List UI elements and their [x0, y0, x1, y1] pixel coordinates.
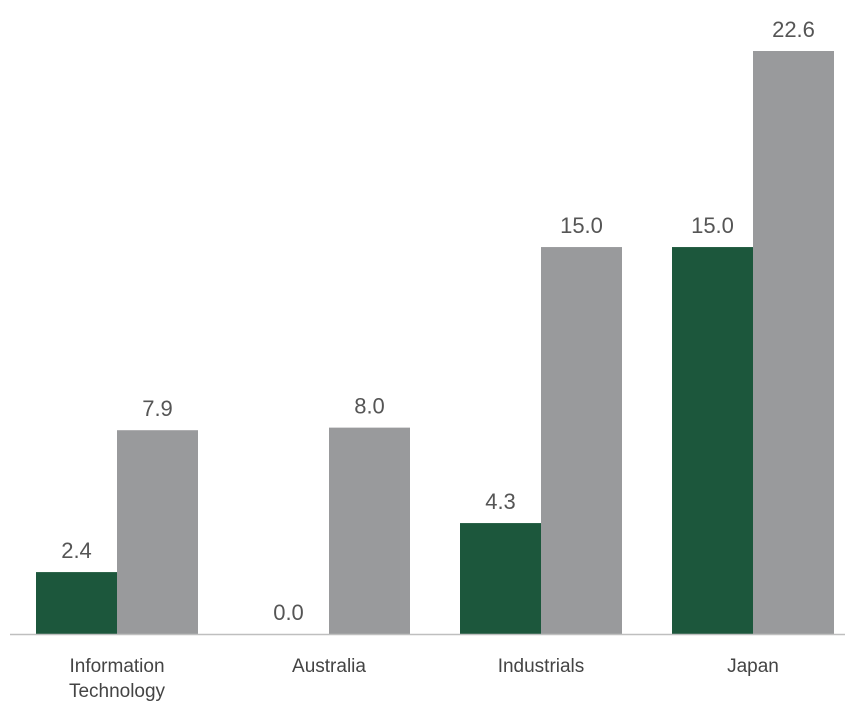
bar-series-2-cat-4: [753, 51, 834, 634]
bar-series-1-cat-1: [36, 572, 117, 634]
bar-series-2-cat-1: [117, 430, 198, 634]
value-label-series-2-cat-4: 22.6: [772, 17, 815, 42]
category-label-1-line-2: Technology: [69, 681, 166, 702]
value-label-series-1-cat-2: 0.0: [273, 600, 304, 625]
bar-series-2-cat-2: [329, 427, 410, 634]
category-label-2: Australia: [292, 656, 366, 677]
value-label-series-2-cat-1: 7.9: [142, 396, 173, 421]
bar-series-2-cat-3: [541, 247, 622, 634]
bar-series-1-cat-3: [460, 523, 541, 634]
value-label-series-1-cat-4: 15.0: [691, 213, 734, 238]
value-label-series-1-cat-3: 4.3: [485, 489, 516, 514]
bar-series-1-cat-4: [672, 247, 753, 634]
value-label-series-2-cat-3: 15.0: [560, 213, 603, 238]
value-labels-group: 2.4 7.9 0.0 8.0 4.3 15.0 15.0 22.6: [61, 17, 815, 625]
value-label-series-2-cat-2: 8.0: [354, 394, 385, 419]
category-labels-group: Information Technology Australia Industrial…: [69, 656, 779, 702]
category-label-1-line-1: Information: [69, 656, 164, 677]
bars-group: [36, 51, 834, 634]
category-label-4: Japan: [727, 656, 779, 677]
value-label-series-1-cat-1: 2.4: [61, 538, 92, 563]
category-label-3: Industrials: [498, 656, 585, 677]
